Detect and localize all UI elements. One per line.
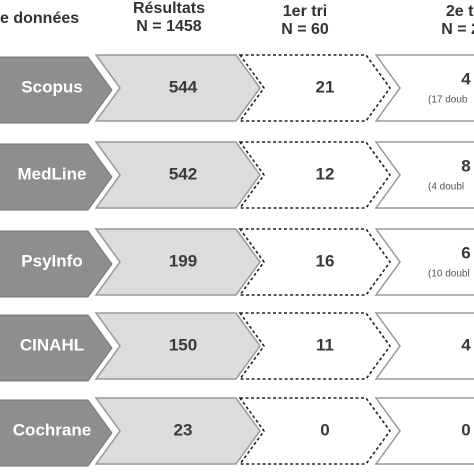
results-arrow (94, 228, 261, 296)
second-sort-note: (17 doub (428, 95, 468, 106)
results-arrow (94, 397, 261, 465)
second-sort-note: (10 doubl (428, 269, 470, 280)
first-sort-arrow (238, 397, 391, 465)
results-arrow (94, 141, 261, 209)
first-sort-count: 16 (316, 251, 335, 270)
database-arrow (0, 143, 113, 211)
second-sort-count: 0 (461, 420, 470, 439)
header-results-count: N = 1458 (136, 18, 202, 35)
database-label: PsyInfo (21, 251, 82, 270)
header-first-sort: 1er tri N = 60 (250, 3, 360, 39)
results-count: 544 (169, 77, 198, 96)
first-sort-arrow (238, 54, 391, 122)
first-sort-count: 12 (316, 164, 335, 183)
first-sort-arrow (238, 228, 391, 296)
first-sort-arrow (238, 312, 391, 380)
database-label: CINAHL (20, 335, 84, 354)
header-database: e données (0, 10, 80, 27)
header-second-sort: 2e tri N = 22 (410, 3, 474, 39)
flow-row: Cochrane 23 0 0 (0, 397, 474, 467)
results-count: 542 (169, 164, 197, 183)
first-sort-arrow (238, 141, 391, 209)
second-sort-count: 4 (461, 335, 471, 354)
second-sort-arrow (374, 54, 474, 122)
results-count: 199 (169, 251, 197, 270)
first-sort-count: 21 (316, 77, 335, 96)
database-label: Cochrane (13, 420, 91, 439)
first-sort-count: 0 (320, 420, 329, 439)
results-count: 150 (169, 335, 197, 354)
database-arrow (0, 56, 113, 124)
database-arrow (0, 230, 113, 298)
first-sort-count: 11 (316, 335, 334, 354)
second-sort-count: 8 (461, 156, 470, 175)
flow-row: PsyInfo 199 16 6 (10 doubl (0, 228, 474, 298)
second-sort-note: (4 doubl (428, 182, 464, 193)
header-second-sort-title: 2e tri (445, 3, 474, 20)
results-arrow (94, 312, 261, 380)
header-results-title: Résultats (132, 0, 206, 17)
second-sort-arrow (374, 228, 474, 296)
database-label: MedLine (18, 164, 87, 183)
header-first-sort-title: 1er tri (282, 3, 328, 20)
flow-row: MedLine 542 12 8 (4 doubl (0, 141, 474, 211)
header-second-sort-count: N = 22 (441, 21, 474, 38)
results-arrow (94, 54, 261, 122)
second-sort-arrow (374, 397, 474, 465)
database-label: Scopus (21, 77, 82, 96)
header-first-sort-count: N = 60 (281, 21, 329, 38)
flow-row: CINAHL 150 11 4 (0, 312, 474, 382)
database-arrow (0, 314, 113, 382)
second-sort-arrow (374, 141, 474, 209)
flow-row: Scopus 544 21 4 (17 doub (0, 54, 474, 124)
second-sort-count: 6 (461, 243, 470, 262)
header-results: Résultats N = 1458 (104, 0, 234, 36)
results-count: 23 (174, 420, 193, 439)
second-sort-arrow (374, 312, 474, 380)
database-arrow (0, 399, 113, 467)
second-sort-count: 4 (461, 69, 471, 88)
